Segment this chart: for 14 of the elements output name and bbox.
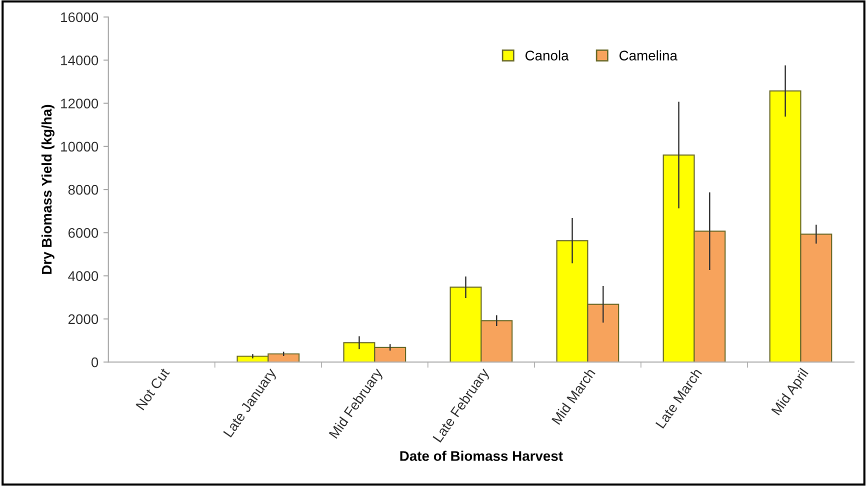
x-tick-label: Not Cut — [136, 367, 170, 410]
y-tick-label: 8000 — [68, 184, 98, 195]
y-tick-label: 0 — [91, 357, 98, 368]
y-tick-label: 14000 — [61, 55, 98, 66]
legend-label: Canola — [525, 50, 569, 60]
legend-label: Camelina — [620, 50, 678, 60]
y-tick-label: 6000 — [68, 228, 98, 238]
y-tick-label: 10000 — [61, 142, 98, 152]
y-tick-label: 12000 — [61, 98, 98, 108]
y-tick-label: 4000 — [68, 271, 98, 281]
y-axis-title: Dry Biomass Yield (kg/ha) — [41, 104, 54, 274]
y-tick-label: 2000 — [68, 314, 98, 324]
y-tick-label: 16000 — [61, 12, 98, 22]
x-axis-title: Date of Biomass Harvest — [400, 450, 563, 461]
